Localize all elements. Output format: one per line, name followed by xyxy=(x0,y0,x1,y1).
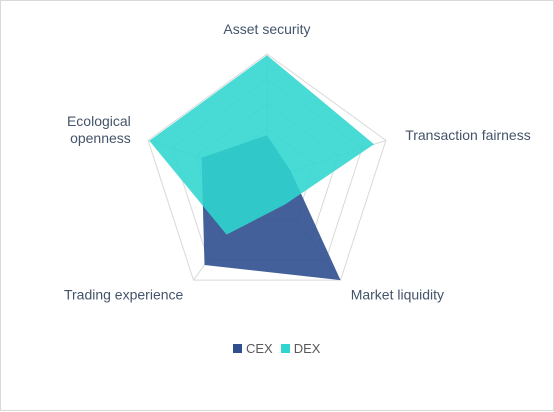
legend-item-cex: CEX xyxy=(233,341,273,356)
legend: CEX DEX xyxy=(233,341,320,356)
axis-label-3: Market liquidity xyxy=(351,287,444,303)
axis-label-3-line-1: Market liquidity xyxy=(351,287,444,303)
axis-label-4: Trading experience xyxy=(64,287,184,303)
series-area-dex xyxy=(149,55,374,235)
axis-label-1: Asset security xyxy=(223,21,310,37)
axis-label-5-line-2: openness xyxy=(70,130,131,146)
axis-label-1-line-1: Asset security xyxy=(223,21,310,37)
axis-label-2: Transaction fairness xyxy=(405,127,531,143)
legend-label-cex: CEX xyxy=(246,341,273,356)
axis-label-2-line-1: Transaction fairness xyxy=(405,127,531,143)
grid-ring-5 xyxy=(147,53,387,281)
legend-label-dex: DEX xyxy=(293,341,321,356)
axis-label-5: Ecological openness xyxy=(67,113,131,146)
axis-label-4-line-1: Trading experience xyxy=(64,287,184,303)
legend-swatch-cex xyxy=(233,344,242,353)
legend-swatch-dex xyxy=(280,344,290,353)
legend-item-dex: DEX xyxy=(280,341,321,356)
axis-label-5-line-1: Ecological xyxy=(67,113,131,129)
